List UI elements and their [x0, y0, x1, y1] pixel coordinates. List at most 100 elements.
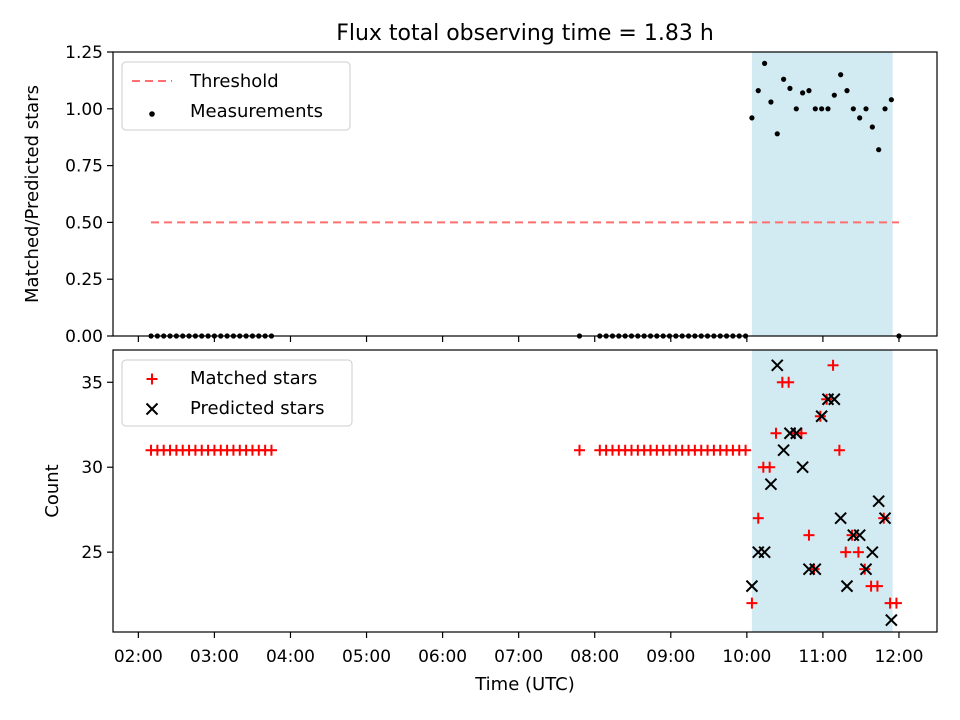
x-tick-label: 02:00: [114, 647, 163, 667]
predicted-star-point: [878, 511, 892, 525]
predicted-star-point: [872, 494, 885, 508]
predicted-star-point: [834, 511, 847, 525]
legend-measurement-label: Measurements: [190, 101, 323, 122]
predicted-star-point: [809, 562, 822, 576]
top-legend-box: [121, 61, 351, 131]
x-tick-label: 12:00: [874, 647, 923, 667]
measurement-point: [793, 106, 799, 112]
predicted-star-point: [796, 461, 809, 474]
y-tick-label: 25: [81, 543, 103, 563]
measurement-point: [761, 60, 768, 66]
matched-star-point: [746, 597, 758, 609]
bottom-panel: 25 30 35 02:00 03:00 04:00 05:00 06:00 07:00 08:…: [42, 349, 938, 667]
predicted-star-point: [777, 444, 790, 457]
matched-star-point: [740, 444, 752, 456]
measurement-point: [825, 106, 831, 112]
measurement-point: [876, 147, 882, 153]
x-tick-label: 03:00: [190, 647, 239, 667]
bottom-axes-frame: [112, 349, 938, 633]
highlight-rect: [751, 52, 893, 336]
measurement-point: [838, 72, 844, 78]
matched-star-point: [764, 461, 776, 473]
matched-star-point: [770, 427, 782, 439]
chart-title: Flux total observing time = 1.83 h: [336, 21, 714, 46]
legend-predicted-marker: [145, 402, 159, 416]
matched-star-point: [871, 580, 883, 592]
top-legend: Threshold Measurements: [121, 61, 351, 131]
highlight-rect: [751, 350, 893, 632]
measurement-point: [857, 115, 863, 121]
predicted-star-point: [885, 613, 898, 627]
count-points: [145, 359, 902, 627]
predicted-star-point: [771, 359, 784, 372]
measurement-point: [863, 106, 869, 112]
top-highlight-band: [751, 52, 893, 336]
x-tick-label: 05:00: [342, 647, 391, 667]
measurement-point: [768, 99, 774, 105]
y-tick-label: 35: [81, 373, 103, 393]
matched-star-point: [890, 597, 902, 609]
x-tick-label: 11:00: [798, 647, 847, 667]
measurement-point: [844, 88, 850, 94]
legend-predicted-label: Predicted stars: [190, 398, 324, 419]
y-tick-label: 1.00: [65, 100, 103, 120]
matched-star-point: [840, 546, 852, 558]
x-tick-label: 06:00: [418, 647, 467, 667]
predicted-star-point: [764, 477, 778, 491]
measurement-point: [749, 115, 755, 121]
top-y-axis-label: Matched/Predicted stars: [22, 85, 43, 303]
matched-star-point: [852, 546, 864, 558]
predicted-star-point: [840, 579, 854, 593]
x-tick-label: 07:00: [494, 647, 543, 667]
y-tick-label: 0.25: [65, 270, 103, 290]
measurement-point: [806, 88, 812, 94]
top-panel: 0.00 0.25 0.50 0.75 1.00 1.25 Matched/Predict…: [22, 43, 938, 347]
top-x-ticks: [137, 336, 900, 342]
x-tick-label: 04:00: [266, 647, 315, 667]
measurement-point: [831, 92, 837, 98]
x-axis-label: Time (UTC): [474, 674, 575, 695]
measurement-points: [148, 60, 902, 339]
bottom-y-ticks: 25 30 35: [81, 373, 113, 563]
legend-matched-swatch: [146, 373, 158, 385]
bottom-legend-box: [121, 359, 353, 427]
measurement-point: [755, 88, 761, 94]
measurement-point: [812, 106, 818, 112]
predicted-star-point: [815, 410, 828, 423]
predicted-star-point: [828, 393, 841, 406]
matched-star-point: [265, 444, 277, 456]
y-tick-label: 0.75: [65, 157, 103, 177]
legend-matched-label: Matched stars: [190, 368, 317, 389]
matched-star-point: [752, 512, 764, 524]
measurement-point: [781, 76, 787, 82]
measurement-point: [800, 90, 806, 96]
bottom-highlight-band: [751, 350, 893, 632]
bottom-x-ticks: 02:00 03:00 04:00 05:00 06:00 07:00 08:00 09:00…: [114, 632, 923, 667]
measurement-point: [882, 106, 888, 112]
predicted-star-point: [758, 545, 771, 559]
measurement-point: [850, 106, 856, 112]
measurement-point: [787, 85, 793, 91]
y-tick-label: 0.50: [65, 213, 103, 233]
y-tick-label: 1.25: [65, 43, 103, 63]
bottom-legend: Matched stars Predicted stars: [121, 359, 353, 427]
measurement-point: [819, 106, 825, 112]
measurement-point: [869, 124, 875, 130]
matched-star-point: [827, 359, 839, 371]
matched-star-point: [574, 444, 586, 456]
predicted-star-point: [853, 528, 866, 542]
top-y-ticks: 0.00 0.25 0.50 0.75 1.00 1.25: [65, 43, 113, 347]
matched-star-point: [833, 444, 845, 456]
measurement-point: [774, 131, 780, 137]
legend-predicted-swatch: [145, 402, 159, 416]
legend-threshold-label: Threshold: [189, 71, 279, 92]
x-tick-label: 09:00: [646, 647, 695, 667]
predicted-star-point: [866, 545, 879, 559]
bottom-y-axis-label: Count: [42, 464, 63, 517]
y-tick-label: 0.00: [65, 327, 103, 347]
predicted-star-point: [745, 579, 759, 593]
top-axes-frame: [112, 51, 938, 337]
predicted-star-point: [790, 427, 803, 440]
x-tick-label: 08:00: [570, 647, 619, 667]
